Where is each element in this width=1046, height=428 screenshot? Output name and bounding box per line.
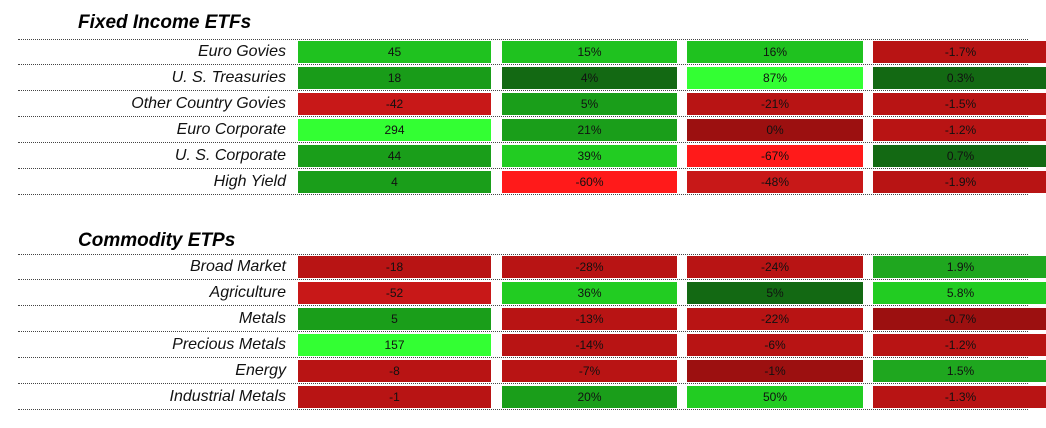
row-label: U. S. Corporate [174, 147, 286, 164]
heat-cell: 15% [502, 41, 677, 63]
heat-cell: 5.8% [873, 282, 1046, 304]
heat-cell: -1.2% [873, 119, 1046, 141]
heat-cell: -1.3% [873, 386, 1046, 408]
table-row: Industrial Metals -1 20% 50% -1.3% [18, 384, 1046, 410]
heat-cell: 0% [687, 119, 863, 141]
row-label: Broad Market [189, 258, 286, 275]
heat-cell: -1.9% [873, 171, 1046, 193]
heat-cell: -48% [687, 171, 863, 193]
row-label: Metals [238, 310, 286, 327]
heat-cell: -60% [502, 171, 677, 193]
table-row: U. S. Treasuries 18 4% 87% 0.3% [18, 65, 1046, 91]
heat-cell: 0.7% [873, 145, 1046, 167]
table-row: Agriculture -52 36% 5% 5.8% [18, 280, 1046, 306]
section-title: Commodity ETPs [78, 230, 236, 251]
heat-cell: -1.5% [873, 93, 1046, 115]
heat-cell: -1.7% [873, 41, 1046, 63]
row-label: Other Country Govies [131, 95, 286, 112]
heat-cell: 45 [298, 41, 491, 63]
heat-cell: 4 [298, 171, 491, 193]
heat-cell: -6% [687, 334, 863, 356]
heat-cell: 50% [687, 386, 863, 408]
table-row: High Yield 4 -60% -48% -1.9% [18, 169, 1046, 195]
heat-cell: 5% [687, 282, 863, 304]
heat-cell: 1.5% [873, 360, 1046, 382]
heat-cell: -7% [502, 360, 677, 382]
table-top-border [18, 39, 1028, 40]
table-row: Energy -8 -7% -1% 1.5% [18, 358, 1046, 384]
heat-cell: -22% [687, 308, 863, 330]
heat-cell: 87% [687, 67, 863, 89]
heat-cell: 44 [298, 145, 491, 167]
row-label: High Yield [213, 173, 286, 190]
table-row: Precious Metals 157 -14% -6% -1.2% [18, 332, 1046, 358]
heat-cell: -67% [687, 145, 863, 167]
row-label: U. S. Treasuries [171, 69, 286, 86]
table-row: Euro Corporate 294 21% 0% -1.2% [18, 117, 1046, 143]
heat-cell: 5 [298, 308, 491, 330]
heat-cell: 4% [502, 67, 677, 89]
heat-cell: 5% [502, 93, 677, 115]
table-row: Euro Govies 45 15% 16% -1.7% [18, 39, 1046, 65]
heat-cell: 20% [502, 386, 677, 408]
heat-cell: -13% [502, 308, 677, 330]
heat-cell: 21% [502, 119, 677, 141]
heat-cell: -42 [298, 93, 491, 115]
section-title: Fixed Income ETFs [78, 12, 252, 33]
heat-cell: 1.9% [873, 256, 1046, 278]
heat-cell: -8 [298, 360, 491, 382]
heat-cell: -1.2% [873, 334, 1046, 356]
heat-cell: 36% [502, 282, 677, 304]
row-label: Agriculture [209, 284, 286, 301]
table-row: Metals 5 -13% -22% -0.7% [18, 306, 1046, 332]
heat-cell: -18 [298, 256, 491, 278]
heat-cell: 16% [687, 41, 863, 63]
row-label: Euro Corporate [176, 121, 286, 138]
heat-cell: -52 [298, 282, 491, 304]
row-label: Industrial Metals [169, 388, 287, 405]
table-row: Broad Market -18 -28% -24% 1.9% [18, 254, 1046, 280]
heat-cell: 18 [298, 67, 491, 89]
heat-cell: -0.7% [873, 308, 1046, 330]
heat-cell: 157 [298, 334, 491, 356]
heat-cell: -14% [502, 334, 677, 356]
heat-cell: -24% [687, 256, 863, 278]
row-label: Euro Govies [197, 43, 286, 60]
heat-cell: -28% [502, 256, 677, 278]
table-row: Other Country Govies -42 5% -21% -1.5% [18, 91, 1046, 117]
heat-cell: 294 [298, 119, 491, 141]
table-top-border [18, 254, 1028, 255]
heat-cell: 39% [502, 145, 677, 167]
table-row: U. S. Corporate 44 39% -67% 0.7% [18, 143, 1046, 169]
heat-cell: -1 [298, 386, 491, 408]
row-label: Precious Metals [172, 336, 286, 353]
heat-cell: -21% [687, 93, 863, 115]
heat-cell: 0.3% [873, 67, 1046, 89]
heat-cell: -1% [687, 360, 863, 382]
row-label: Energy [235, 362, 286, 379]
